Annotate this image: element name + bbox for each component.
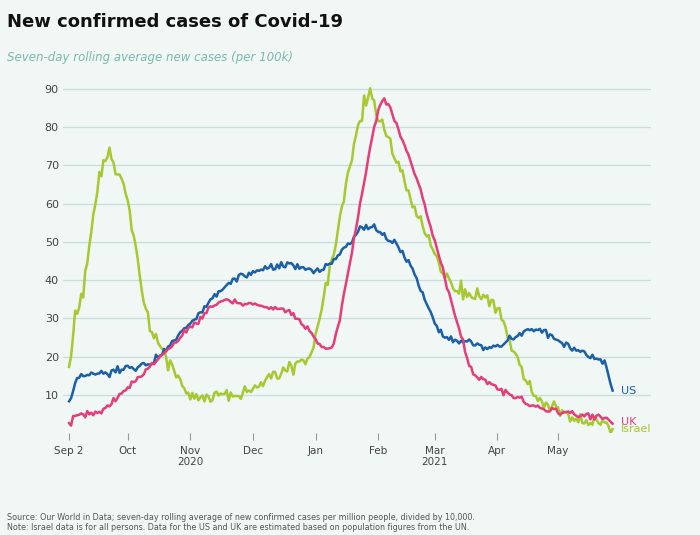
Text: US: US bbox=[621, 386, 636, 395]
Text: Source: Our World in Data; seven-day rolling average of new confirmed cases per : Source: Our World in Data; seven-day rol… bbox=[7, 513, 475, 532]
Text: UK: UK bbox=[621, 417, 636, 427]
Text: Seven-day rolling average new cases (per 100k): Seven-day rolling average new cases (per… bbox=[7, 51, 293, 64]
Text: New confirmed cases of Covid-19: New confirmed cases of Covid-19 bbox=[7, 13, 343, 32]
Text: Israel: Israel bbox=[621, 424, 651, 434]
